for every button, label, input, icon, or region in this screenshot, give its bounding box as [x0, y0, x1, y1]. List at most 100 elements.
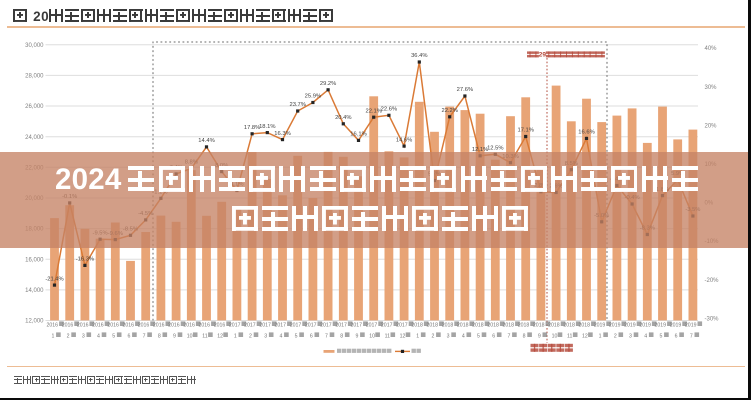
- svg-text:30%: 30%: [705, 85, 718, 91]
- svg-text:6: 6: [127, 334, 130, 340]
- svg-text:4: 4: [462, 334, 465, 340]
- svg-text:-16.3%: -16.3%: [76, 257, 94, 263]
- svg-text:2017: 2017: [244, 323, 256, 329]
- svg-text:6: 6: [675, 334, 678, 340]
- svg-text:2016: 2016: [107, 323, 119, 329]
- svg-text:12.5%: 12.5%: [487, 145, 503, 151]
- svg-text:29: 29: [539, 52, 547, 59]
- svg-text:2019: 2019: [609, 323, 621, 329]
- svg-text:2018: 2018: [533, 323, 545, 329]
- svg-text:2019: 2019: [655, 323, 667, 329]
- svg-text:16.3%: 16.3%: [274, 131, 290, 137]
- svg-text:17.1%: 17.1%: [517, 128, 533, 134]
- svg-text:3: 3: [629, 334, 632, 340]
- svg-text:2019: 2019: [594, 323, 606, 329]
- svg-text:9: 9: [173, 334, 176, 340]
- svg-text:2017: 2017: [366, 323, 378, 329]
- svg-text:5: 5: [112, 334, 115, 340]
- svg-text:2016: 2016: [138, 323, 150, 329]
- svg-text:16.6%: 16.6%: [578, 130, 594, 136]
- svg-text:2018: 2018: [411, 323, 423, 329]
- svg-text:2017: 2017: [335, 323, 347, 329]
- svg-text:1: 1: [416, 334, 419, 340]
- svg-text:28,000: 28,000: [25, 74, 44, 80]
- svg-text:11: 11: [202, 334, 207, 340]
- svg-text:2017: 2017: [396, 323, 408, 329]
- svg-text:30,000: 30,000: [25, 43, 44, 49]
- svg-text:2018: 2018: [457, 323, 469, 329]
- svg-text:2: 2: [614, 334, 617, 340]
- svg-text:20.4%: 20.4%: [335, 115, 351, 121]
- svg-text:40%: 40%: [705, 46, 718, 52]
- svg-text:4: 4: [279, 334, 282, 340]
- svg-text:5: 5: [659, 334, 662, 340]
- svg-text:14,000: 14,000: [25, 288, 44, 294]
- svg-text:25.9%: 25.9%: [305, 94, 321, 100]
- svg-text:9: 9: [538, 334, 541, 340]
- svg-text:4: 4: [97, 334, 100, 340]
- svg-text:2017: 2017: [229, 323, 241, 329]
- svg-text:27.6%: 27.6%: [457, 87, 473, 93]
- svg-text:22.2%: 22.2%: [441, 108, 457, 114]
- svg-text:12: 12: [582, 334, 588, 340]
- svg-text:12: 12: [217, 334, 223, 340]
- svg-text:10: 10: [369, 334, 375, 340]
- svg-text:2018: 2018: [487, 323, 499, 329]
- svg-text:2016: 2016: [62, 323, 74, 329]
- svg-text:2018: 2018: [579, 323, 591, 329]
- svg-text:29.2%: 29.2%: [320, 81, 336, 87]
- svg-text:2017: 2017: [351, 323, 363, 329]
- svg-text:2018: 2018: [427, 323, 439, 329]
- svg-text:1: 1: [234, 334, 237, 340]
- svg-text:2: 2: [431, 334, 434, 340]
- svg-text:23.7%: 23.7%: [289, 102, 305, 108]
- svg-text:2016: 2016: [123, 323, 135, 329]
- svg-text:18.1%: 18.1%: [259, 124, 275, 130]
- svg-text:6: 6: [492, 334, 495, 340]
- svg-text:2016: 2016: [47, 323, 59, 329]
- svg-text:22.6%: 22.6%: [381, 107, 397, 113]
- svg-text:2018: 2018: [442, 323, 454, 329]
- svg-text:2019: 2019: [685, 323, 697, 329]
- svg-text:-20%: -20%: [705, 278, 720, 284]
- svg-text:2017: 2017: [320, 323, 332, 329]
- svg-text:16,000: 16,000: [25, 257, 44, 263]
- svg-text:17.8%: 17.8%: [244, 125, 260, 131]
- svg-text:8: 8: [523, 334, 526, 340]
- svg-text:8: 8: [340, 334, 343, 340]
- svg-text:1: 1: [51, 334, 54, 340]
- svg-text:2018: 2018: [563, 323, 575, 329]
- svg-text:2018: 2018: [548, 323, 560, 329]
- svg-text:24,000: 24,000: [25, 135, 44, 141]
- svg-text:14.4%: 14.4%: [198, 138, 214, 144]
- svg-text:2018: 2018: [472, 323, 484, 329]
- svg-text:36.4%: 36.4%: [411, 53, 427, 59]
- svg-text:12.1%: 12.1%: [472, 147, 488, 153]
- svg-text:2019: 2019: [670, 323, 682, 329]
- svg-text:12: 12: [400, 334, 406, 340]
- svg-text:2016: 2016: [183, 323, 195, 329]
- svg-text:2016: 2016: [77, 323, 89, 329]
- svg-text:1: 1: [599, 334, 602, 340]
- svg-text:2016: 2016: [168, 323, 180, 329]
- svg-text:2019: 2019: [624, 323, 636, 329]
- svg-text:-30%: -30%: [705, 316, 720, 322]
- svg-text:26,000: 26,000: [25, 104, 44, 110]
- svg-text:2017: 2017: [305, 323, 317, 329]
- svg-text:3: 3: [82, 334, 85, 340]
- svg-text:20%: 20%: [705, 123, 718, 129]
- svg-text:12,000: 12,000: [25, 319, 44, 325]
- svg-text:3: 3: [264, 334, 267, 340]
- svg-text:2016: 2016: [92, 323, 104, 329]
- svg-text:2016: 2016: [153, 323, 165, 329]
- svg-text:2018: 2018: [503, 323, 515, 329]
- svg-text:7: 7: [325, 334, 328, 340]
- svg-text:2017: 2017: [259, 323, 271, 329]
- svg-text:10: 10: [187, 334, 193, 340]
- svg-text:2016: 2016: [214, 323, 226, 329]
- svg-text:7: 7: [143, 334, 146, 340]
- svg-text:11: 11: [385, 334, 390, 340]
- svg-text:-21.4%: -21.4%: [45, 276, 63, 282]
- svg-text:5: 5: [477, 334, 480, 340]
- svg-text:8: 8: [158, 334, 161, 340]
